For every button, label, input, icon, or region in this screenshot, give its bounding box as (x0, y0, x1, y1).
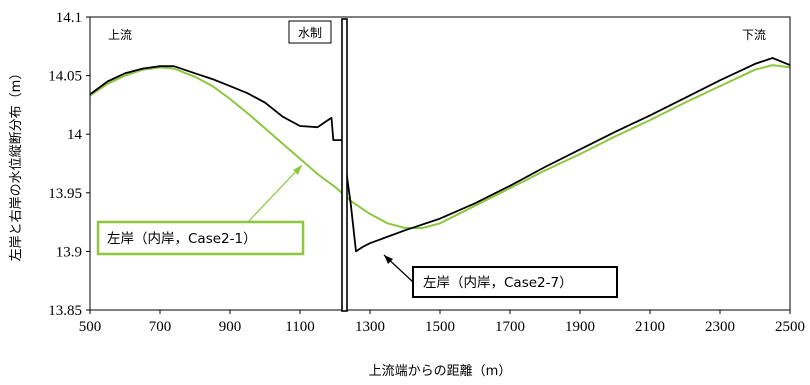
series-line-case2-1 (89, 64, 791, 229)
case2-1-leader-line (246, 164, 303, 224)
case2-1-callout-label: 左岸（内岸，Case2-1） (107, 231, 257, 247)
downstream-label: 下流 (742, 28, 766, 42)
x-tick-label: 1900 (565, 319, 595, 335)
x-tick-label: 1500 (425, 319, 455, 335)
y-tick-label: 13.95 (48, 186, 82, 202)
x-tick-label: 2300 (705, 319, 735, 335)
case2-1-callout-box (96, 220, 305, 256)
x-tick-label: 700 (149, 319, 172, 335)
case2-7-leader-arrow (384, 255, 393, 264)
x-tick-label: 900 (219, 319, 242, 335)
y-tick-label: 13.9 (56, 244, 82, 260)
plot-area-frame (89, 16, 791, 311)
x-tick-label: 1700 (495, 319, 525, 335)
x-tick-label: 2500 (775, 319, 805, 335)
groyne-label-box (288, 20, 332, 44)
x-axis-title: 上流端からの距離（m） (369, 364, 512, 379)
case2-1-leader-arrow (293, 165, 302, 175)
y-tick-label: 14.05 (48, 69, 82, 85)
callout-layer (246, 164, 414, 283)
x-tick-label: 1300 (355, 319, 385, 335)
x-axis-ticks: 500 700 900 1100 1300 1500 1700 1900 2100 2300 250… (79, 310, 805, 335)
x-tick-label: 500 (79, 319, 102, 335)
groyne-label: 水制 (298, 26, 322, 40)
y-tick-label: 14.1 (56, 10, 82, 26)
case2-7-callout-box (412, 266, 618, 298)
x-tick-label: 2100 (635, 319, 665, 335)
y-axis-title: 左岸と右岸の水位縦断分布（m） (9, 67, 24, 262)
y-axis-ticks: 13.85 13.9 13.95 14 14.05 14.1 (48, 10, 90, 319)
y-tick-label: 14 (67, 127, 83, 143)
case2-7-callout-label: 左岸（内岸，Case2-7） (423, 275, 573, 291)
x-tick-label: 1100 (285, 319, 314, 335)
y-tick-label: 13.85 (48, 303, 82, 319)
groyne-bar (341, 18, 348, 312)
upstream-label: 上流 (108, 28, 132, 42)
